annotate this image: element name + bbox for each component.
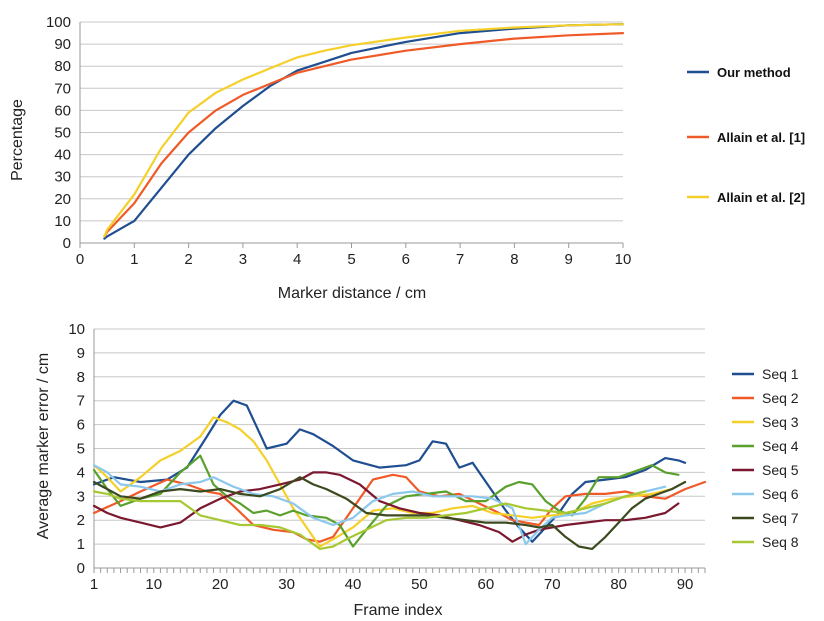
- y-tick-label: 2: [77, 512, 85, 529]
- legend-label: Seq 5: [762, 462, 799, 478]
- series-line-allain-et-al-1: [103, 31, 625, 238]
- y-tick-label: 6: [77, 417, 85, 434]
- chart2-y-ticks: 0 1 2 3 4 5 6 7 8 9 10: [68, 321, 85, 577]
- y-tick-label: 0: [63, 235, 71, 252]
- legend-label: Seq 2: [762, 390, 799, 406]
- x-tick-label: 40: [345, 576, 362, 593]
- y-tick-label: 80: [54, 58, 71, 75]
- x-tick-label: 7: [456, 251, 464, 268]
- legend-label: Seq 8: [762, 534, 799, 550]
- chart2-x-ticks: 1 10 20 30 40 50 60 70 80 90: [90, 576, 694, 593]
- legend-label: Our method: [717, 65, 791, 80]
- chart2-legend: Seq 1 Seq 2 Seq 3 Seq 4 Seq 5 Seq 6 Seq 7 Seq 8: [732, 366, 799, 550]
- x-tick-label: 3: [239, 251, 247, 268]
- x-tick-label: 6: [402, 251, 410, 268]
- chart1-legend: Our method Allain et al. [1] Allain et al.…: [687, 65, 805, 205]
- x-tick-label: 30: [278, 576, 295, 593]
- series-line-seq-8: [92, 490, 647, 551]
- x-tick-label: 70: [544, 576, 561, 593]
- y-tick-label: 8: [77, 369, 85, 386]
- chart1-x-axis-label: Marker distance / cm: [278, 285, 426, 302]
- series-line-allain-et-al-2: [103, 23, 625, 238]
- legend-label: Allain et al. [1]: [717, 130, 805, 145]
- series-line-seq-6: [92, 464, 667, 546]
- y-tick-label: 30: [54, 169, 71, 186]
- y-tick-label: 100: [46, 14, 71, 31]
- chart2-gridlines: [94, 328, 705, 545]
- series-line-seq-2: [92, 473, 707, 543]
- distance-percentage-chart: 0 1 2 3 4 5 6 7 8 9 10 0 10 20 30 40 50 60 70 80 90 100 Mark…: [9, 14, 805, 302]
- x-tick-label: 90: [677, 576, 694, 593]
- series-line-seq-7: [92, 476, 687, 551]
- y-tick-label: 40: [54, 147, 71, 164]
- chart2-axes: [93, 329, 706, 573]
- y-tick-label: 0: [77, 560, 85, 577]
- x-tick-label: 80: [610, 576, 627, 593]
- y-tick-label: 90: [54, 36, 71, 53]
- x-tick-label: 4: [293, 251, 301, 268]
- y-tick-label: 3: [77, 488, 85, 505]
- legend-label: Seq 3: [762, 414, 799, 430]
- legend-label: Seq 7: [762, 510, 799, 526]
- series-line-seq-4: [92, 454, 680, 548]
- series-line-seq-5: [92, 471, 680, 543]
- y-tick-label: 5: [77, 441, 85, 458]
- series-line-seq-3: [92, 416, 673, 548]
- x-tick-label: 50: [411, 576, 428, 593]
- x-tick-label: 2: [184, 251, 192, 268]
- x-tick-label: 8: [510, 251, 518, 268]
- y-tick-label: 20: [54, 191, 71, 208]
- y-tick-label: 50: [54, 125, 71, 142]
- y-tick-label: 1: [77, 536, 85, 553]
- y-tick-label: 4: [77, 464, 85, 481]
- chart1-x-ticks: 0 1 2 3 4 5 6 7 8 9 10: [76, 251, 632, 268]
- x-tick-label: 5: [347, 251, 355, 268]
- x-tick-label: 20: [212, 576, 229, 593]
- chart2-series: [92, 399, 707, 551]
- x-tick-label: 10: [615, 251, 632, 268]
- y-tick-label: 60: [54, 102, 71, 119]
- chart2-y-axis-label: Average marker error / cm: [35, 353, 52, 539]
- y-tick-label: 10: [54, 213, 71, 230]
- x-tick-label: 10: [145, 576, 162, 593]
- y-tick-label: 70: [54, 80, 71, 97]
- chart1-axes: [79, 22, 624, 248]
- chart2-x-axis-label: Frame index: [354, 602, 443, 619]
- legend-label: Seq 4: [762, 438, 799, 454]
- x-tick-label: 1: [90, 576, 98, 593]
- y-tick-label: 10: [68, 321, 85, 338]
- legend-label: Allain et al. [2]: [717, 190, 805, 205]
- x-tick-label: 0: [76, 251, 84, 268]
- y-tick-label: 9: [77, 345, 85, 362]
- legend-label: Seq 6: [762, 486, 799, 502]
- legend-label: Seq 1: [762, 366, 799, 382]
- chart1-y-ticks: 0 10 20 30 40 50 60 70 80 90 100: [46, 14, 71, 252]
- y-tick-label: 7: [77, 393, 85, 410]
- chart1-y-axis-label: Percentage: [9, 99, 26, 181]
- x-tick-label: 1: [130, 251, 138, 268]
- series-line-our-method: [103, 23, 625, 240]
- x-tick-label: 60: [477, 576, 494, 593]
- chart1-series: [103, 23, 625, 240]
- x-tick-label: 9: [565, 251, 573, 268]
